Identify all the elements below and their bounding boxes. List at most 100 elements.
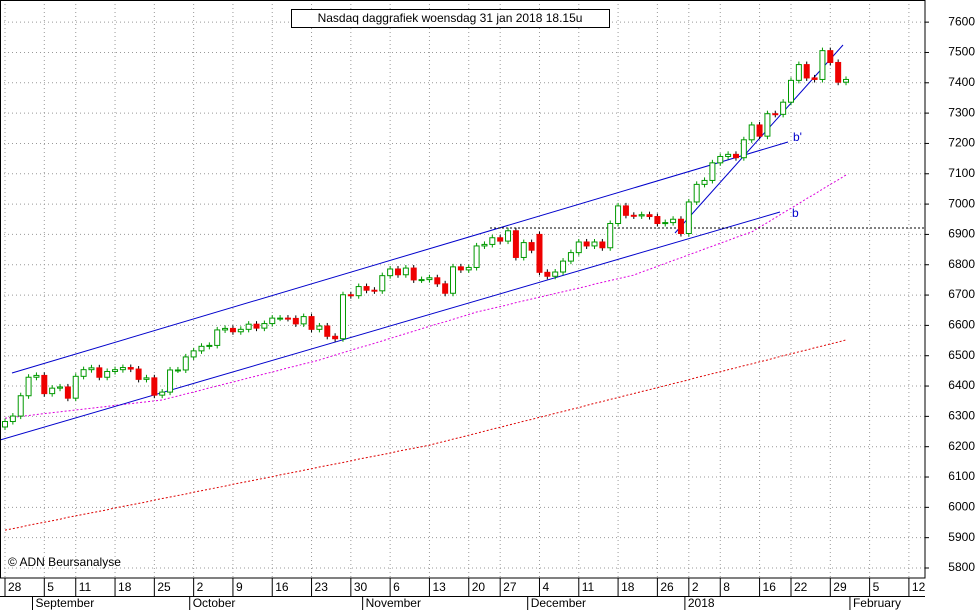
candle-body [552, 271, 559, 277]
candle-body [214, 329, 221, 346]
candle-body [277, 317, 284, 320]
candle-body [709, 162, 716, 181]
candle-body [410, 267, 417, 281]
trend-line [0, 211, 781, 441]
candle-body [174, 369, 181, 372]
candle-body [670, 218, 677, 224]
candle-body [379, 275, 386, 292]
candle-body [395, 268, 401, 276]
x-tick-label: 27 [503, 580, 517, 594]
y-tick-label: 6000 [948, 500, 975, 514]
candle-body [450, 266, 457, 294]
month-label: November [366, 596, 421, 610]
candle-body [57, 386, 64, 389]
y-tick-label: 6200 [948, 439, 975, 453]
candle-body [575, 241, 582, 254]
candle-body [127, 367, 134, 370]
y-tick-label: 7200 [948, 136, 975, 150]
x-tick-label: 16 [763, 580, 777, 594]
candle-body [88, 367, 95, 371]
x-tick-label: 29 [833, 580, 847, 594]
y-tick-label: 6300 [948, 409, 975, 423]
candle-body [339, 294, 346, 340]
candle-body [261, 323, 268, 329]
candle-body [190, 350, 197, 358]
candle-body [654, 216, 661, 224]
candle-body [49, 387, 56, 395]
y-tick-label: 7100 [948, 166, 975, 180]
x-tick-label: 9 [236, 580, 243, 594]
candle-body [717, 155, 724, 164]
candle-body [198, 345, 205, 352]
candle-body [756, 124, 763, 137]
x-tick-label: 30 [354, 580, 368, 594]
candle-body [819, 50, 826, 80]
month-label: December [531, 596, 586, 610]
x-tick-label: 2 [692, 580, 699, 594]
candle-body [119, 367, 126, 371]
candle-body [473, 245, 480, 268]
moving-average [4, 339, 847, 531]
x-tick-label: 11 [79, 580, 92, 594]
candle-body [229, 327, 236, 333]
chart-title: Nasdaq daggrafiek woensdag 31 jan 2018 1… [318, 11, 583, 25]
candle-body [560, 260, 567, 273]
candle-body [41, 374, 48, 395]
y-tick-label: 7000 [948, 196, 975, 210]
x-tick-label: 22 [794, 580, 808, 594]
x-tick-label: 25 [157, 580, 171, 594]
candle-body [748, 124, 755, 141]
candle-body [772, 113, 779, 116]
candle-body [324, 325, 331, 337]
candle-body [685, 201, 692, 235]
candle-body [2, 421, 8, 428]
candle-body [567, 252, 574, 262]
candle-body [536, 233, 543, 273]
candle-body [544, 271, 551, 277]
candle-body [827, 50, 834, 63]
title-box [291, 9, 610, 28]
month-label: February [853, 596, 901, 610]
candle-body [222, 327, 229, 331]
candle-body [465, 266, 472, 271]
candle-body [167, 369, 174, 393]
month-label: September [36, 596, 95, 610]
candle-body [332, 335, 339, 340]
candle-body [112, 369, 119, 372]
y-tick-label: 6800 [948, 257, 975, 271]
candle-body [795, 64, 802, 81]
candle-body [316, 325, 323, 330]
x-tick-label: 28 [8, 580, 22, 594]
candle-body [245, 323, 252, 330]
candle-body [646, 214, 653, 218]
candle-body [96, 367, 103, 378]
candle-body [489, 237, 496, 245]
x-tick-label: 23 [315, 580, 329, 594]
candle-body [599, 241, 606, 249]
candle-body [269, 317, 276, 325]
moving-average [4, 174, 847, 419]
candle-body [481, 243, 488, 247]
y-tick-label: 7500 [948, 45, 975, 59]
candle-body [292, 317, 299, 325]
candle-body [300, 316, 307, 325]
candle-body [835, 61, 842, 83]
candle-body [347, 294, 354, 297]
x-tick-label: 6 [393, 580, 400, 594]
x-tick-label: 20 [472, 580, 486, 594]
candle-body [622, 205, 629, 216]
candle-body [371, 289, 378, 292]
candle-body [740, 139, 747, 159]
x-tick-label: 18 [621, 580, 635, 594]
x-tick-label: 12 [912, 580, 926, 594]
y-tick-label: 6500 [948, 348, 975, 362]
x-tick-label: 5 [873, 580, 880, 594]
candle-body [151, 377, 158, 396]
month-label: 2018 [688, 596, 715, 610]
x-tick-label: 5 [47, 580, 54, 594]
candle-body [253, 323, 260, 329]
candle-body [135, 368, 142, 380]
candle-body [497, 237, 504, 242]
